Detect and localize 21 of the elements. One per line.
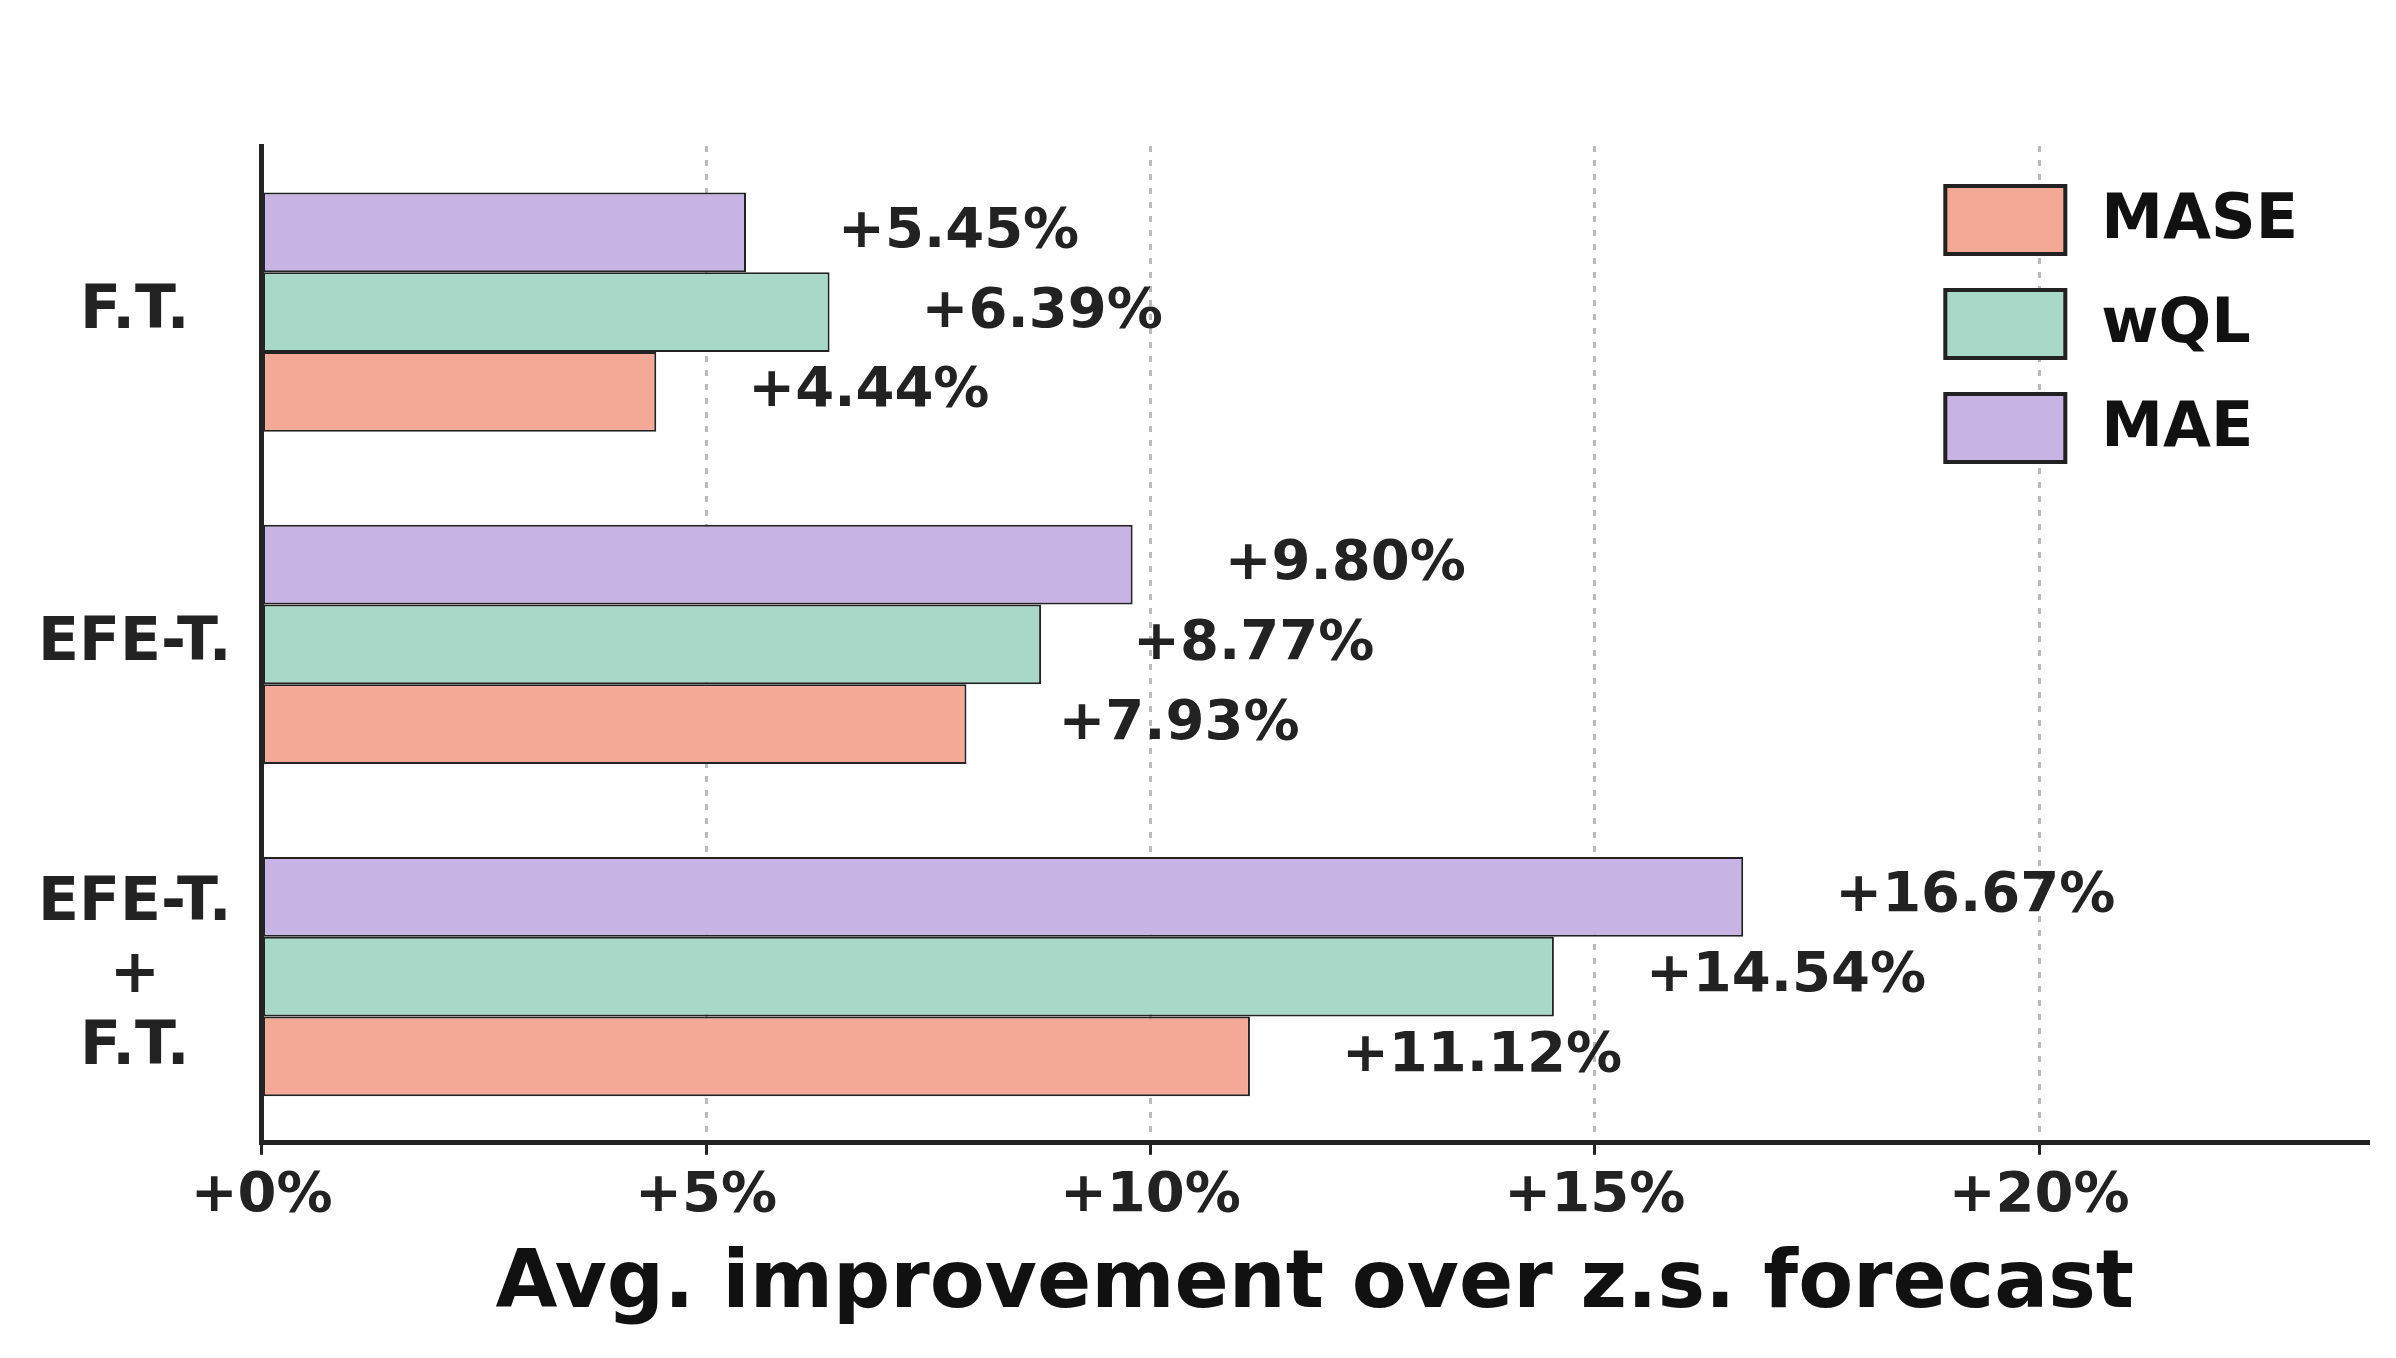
x-tick-label: +20%	[1948, 1158, 2130, 1224]
legend-label: MASE	[2101, 180, 2298, 254]
x-tick-label: +0%	[190, 1158, 333, 1224]
x-tick-label: +5%	[635, 1158, 778, 1224]
y-tick-label: EFE-T. + F.T.	[38, 864, 232, 1079]
data-label: +16.67%	[1835, 859, 2116, 925]
x-tick-label: +10%	[1059, 1158, 1241, 1224]
data-label: +4.44%	[748, 354, 990, 420]
legend-label: wQL	[2101, 284, 2251, 358]
data-label: +11.12%	[1341, 1018, 1623, 1084]
y-tick-label: F.T.	[80, 271, 190, 342]
legend-label: MAE	[2101, 388, 2254, 462]
data-label: +5.45%	[838, 194, 1080, 260]
data-label: +7.93%	[1058, 686, 1300, 752]
x-tick-label: +15%	[1504, 1158, 1686, 1224]
data-label: +8.77%	[1133, 606, 1375, 672]
data-label: +6.39%	[921, 274, 1163, 340]
data-label: +9.80%	[1224, 527, 1466, 593]
data-label: +14.54%	[1645, 939, 1927, 1005]
x-axis-title: Avg. improvement over z.s. forecast	[495, 1232, 2135, 1326]
y-tick-label: EFE-T.	[38, 603, 232, 674]
